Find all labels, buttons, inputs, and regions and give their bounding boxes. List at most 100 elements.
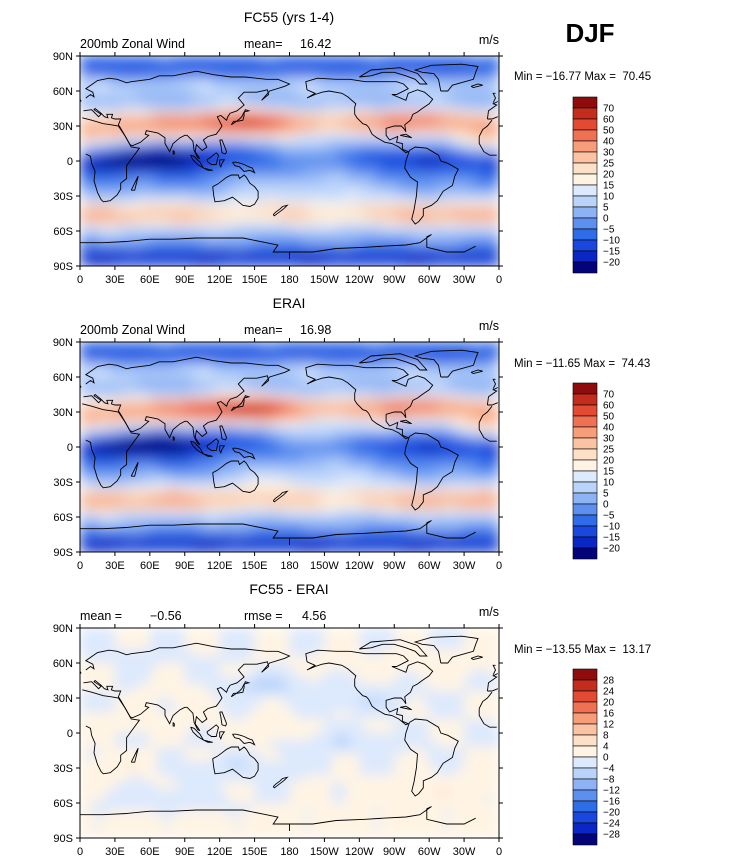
field-cell — [401, 712, 409, 720]
field-cell — [436, 545, 444, 552]
field-cell — [373, 133, 381, 141]
field-cell — [191, 635, 200, 643]
field-cell — [457, 98, 465, 106]
field-cell — [177, 482, 186, 490]
field-cell — [436, 517, 444, 525]
field-cell — [317, 77, 326, 85]
field-cell — [338, 489, 346, 497]
field-cell — [212, 656, 221, 664]
field-cell — [317, 461, 326, 469]
field-cell — [401, 545, 409, 552]
field-cell — [219, 726, 228, 734]
field-cell — [184, 175, 193, 183]
field-cell — [478, 126, 486, 134]
field-cell — [338, 245, 346, 253]
field-cell — [184, 482, 193, 490]
field-cell — [380, 510, 388, 518]
field-cell — [478, 182, 486, 190]
field-cell — [296, 545, 305, 552]
field-cell — [275, 747, 284, 755]
field-cell — [380, 405, 388, 413]
field-cell — [268, 349, 277, 357]
field-cell — [443, 545, 451, 552]
field-cell — [282, 363, 291, 371]
field-cell — [198, 649, 207, 657]
field-cell — [429, 140, 437, 148]
field-cell — [310, 677, 319, 685]
field-cell — [345, 119, 353, 127]
field-cell — [163, 210, 172, 218]
field-cell — [184, 489, 193, 497]
field-cell — [422, 245, 430, 253]
field-cell — [408, 370, 416, 378]
field-cell — [387, 503, 395, 511]
field-cell — [142, 740, 151, 748]
field-cell — [380, 733, 388, 741]
field-cell — [233, 126, 242, 134]
field-cell — [324, 168, 332, 176]
field-cell — [261, 475, 270, 483]
field-cell — [373, 461, 381, 469]
field-cell — [254, 754, 263, 762]
field-cell — [205, 524, 214, 532]
field-cell — [394, 84, 402, 92]
field-cell — [443, 98, 451, 106]
field-cell — [457, 224, 465, 232]
field-cell — [226, 154, 235, 162]
field-cell — [408, 482, 416, 490]
field-cell — [394, 342, 402, 350]
field-cell — [450, 489, 458, 497]
field-cell — [205, 77, 214, 85]
lon-tick-label: 0 — [77, 560, 83, 572]
field-cell — [324, 405, 332, 413]
field-cell — [100, 405, 109, 413]
field-cell — [443, 217, 451, 225]
field-cell — [492, 363, 499, 371]
lat-tick-label: 30N — [53, 407, 73, 419]
field-cell — [219, 517, 228, 525]
field-cell — [373, 538, 381, 546]
field-cell — [296, 684, 305, 692]
field-cell — [457, 168, 465, 176]
field-cell — [205, 635, 214, 643]
field-cell — [366, 398, 374, 406]
field-cell — [415, 238, 423, 246]
field-cell — [198, 538, 207, 546]
field-cell — [198, 503, 207, 511]
field-cell — [170, 147, 179, 155]
field-cell — [464, 510, 472, 518]
field-cell — [149, 628, 158, 636]
field-cell — [408, 440, 416, 448]
field-cell — [310, 635, 319, 643]
field-cell — [464, 377, 472, 385]
field-cell — [247, 196, 256, 204]
field-cell — [408, 182, 416, 190]
field-cell — [135, 663, 144, 671]
field-cell — [219, 747, 228, 755]
field-cell — [226, 133, 235, 141]
field-cell — [443, 203, 451, 211]
field-cell — [135, 391, 144, 399]
field-cell — [324, 419, 332, 427]
field-cell — [303, 712, 312, 720]
field-cell — [142, 461, 151, 469]
field-cell — [387, 91, 395, 99]
field-cell — [212, 419, 221, 427]
field-cell — [247, 391, 256, 399]
field-cell — [464, 217, 472, 225]
field-cell — [394, 203, 402, 211]
field-cell — [149, 259, 158, 266]
field-cell — [177, 468, 186, 476]
field-cell — [485, 531, 493, 539]
field-cell — [191, 538, 200, 546]
field-cell — [408, 384, 416, 392]
field-cell — [170, 412, 179, 420]
field-cell — [408, 698, 416, 706]
field-cell — [247, 217, 256, 225]
field-cell — [345, 70, 353, 78]
field-cell — [205, 503, 214, 511]
field-cell — [401, 91, 409, 99]
field-cell — [429, 433, 437, 441]
field-cell — [401, 656, 409, 664]
field-cell — [324, 663, 332, 671]
